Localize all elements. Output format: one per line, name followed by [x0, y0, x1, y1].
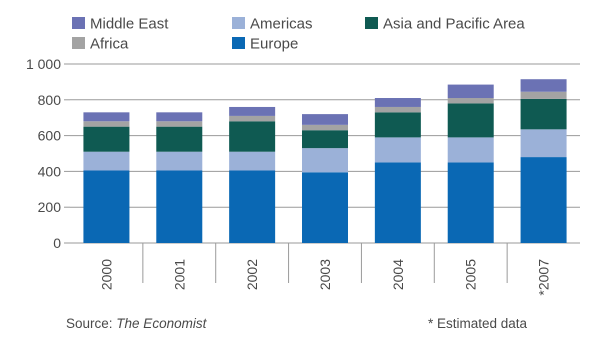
y-tick-label: 600 — [38, 128, 62, 144]
bar-segment-africa-2003 — [302, 124, 348, 131]
bar-segment-americas-2002 — [229, 151, 276, 171]
x-tick-label: 2003 — [317, 259, 333, 290]
bar-segment-middle-east-2007 — [520, 79, 567, 92]
bar-segment-middle-east-2004 — [374, 98, 421, 107]
bar-segment-asia-and-pacific-area-2004 — [374, 112, 421, 138]
x-tick-label: 2001 — [171, 259, 187, 290]
x-tick-label: *2007 — [536, 259, 552, 296]
bar-segment-europe-2007 — [520, 157, 567, 243]
bar-segment-asia-and-pacific-area-2002 — [229, 121, 276, 152]
legend-swatch-middle-east — [72, 17, 85, 29]
legend-swatch-americas — [232, 17, 245, 29]
bar-segment-europe-2002 — [229, 170, 276, 243]
bar-segment-africa-2002 — [229, 115, 276, 122]
bar-segment-europe-2000 — [83, 170, 130, 243]
bar-segment-asia-and-pacific-area-2007 — [520, 98, 567, 130]
bar-segment-europe-2001 — [156, 170, 203, 243]
legend-swatch-europe — [232, 37, 245, 49]
x-tick-label: 2004 — [390, 259, 406, 290]
bar-segment-middle-east-2001 — [156, 112, 203, 122]
bar-segment-africa-2001 — [156, 121, 203, 127]
bars — [83, 79, 567, 243]
x-tick-label: 2002 — [244, 259, 260, 290]
x-tick-label: 2005 — [463, 259, 479, 290]
bar-segment-middle-east-2000 — [83, 112, 130, 122]
legend-label-asia-and-pacific-area: Asia and Pacific Area — [383, 16, 525, 33]
bar-segment-americas-2007 — [520, 129, 567, 158]
bar-segment-africa-2005 — [447, 98, 494, 104]
bar-segment-asia-and-pacific-area-2001 — [156, 126, 203, 152]
bar-segment-americas-2004 — [374, 137, 421, 163]
y-tick-label: 800 — [38, 92, 62, 108]
bar-segment-americas-2003 — [302, 148, 348, 173]
legend-label-europe: Europe — [250, 36, 298, 53]
bar-segment-africa-2007 — [520, 91, 567, 99]
bar-segment-asia-and-pacific-area-2005 — [447, 103, 494, 138]
bar-segment-asia-and-pacific-area-2000 — [83, 126, 130, 152]
source-note: Source: The Economist — [66, 316, 206, 331]
source-name: The Economist — [116, 316, 207, 331]
y-tick-label: 200 — [38, 199, 62, 215]
estimated-data-note: * Estimated data — [428, 316, 528, 331]
bar-segment-asia-and-pacific-area-2003 — [302, 130, 348, 149]
x-tick-label: 2000 — [98, 259, 114, 290]
bar-segment-europe-2004 — [374, 162, 421, 243]
bar-segment-americas-2001 — [156, 151, 203, 171]
legend-swatch-africa — [72, 37, 85, 49]
y-tick-label: 400 — [38, 163, 62, 179]
legend: Middle East Americas Asia and Pacific Area… — [72, 16, 525, 53]
source-prefix: Source: — [66, 316, 113, 331]
bar-segment-europe-2003 — [302, 172, 348, 243]
y-tick-label: 0 — [53, 235, 61, 251]
bar-segment-europe-2005 — [447, 162, 494, 243]
bar-segment-middle-east-2002 — [229, 106, 276, 116]
legend-label-africa: Africa — [90, 36, 129, 53]
bar-segment-americas-2000 — [83, 151, 130, 171]
legend-label-americas: Americas — [250, 16, 313, 33]
y-axis: 0 200 400 600 800 1 000 — [26, 56, 70, 251]
bar-segment-africa-2004 — [374, 106, 421, 113]
bar-segment-africa-2000 — [83, 121, 130, 127]
bar-segment-americas-2005 — [447, 137, 494, 163]
legend-swatch-asia-and-pacific-area — [365, 17, 378, 29]
bar-segment-middle-east-2003 — [302, 114, 348, 125]
x-axis: 2000 2001 2002 2003 2004 2005 *2007 — [98, 243, 552, 296]
bar-segment-middle-east-2005 — [447, 84, 494, 99]
legend-label-middle-east: Middle East — [90, 16, 169, 33]
y-tick-label: 1 000 — [26, 56, 61, 72]
